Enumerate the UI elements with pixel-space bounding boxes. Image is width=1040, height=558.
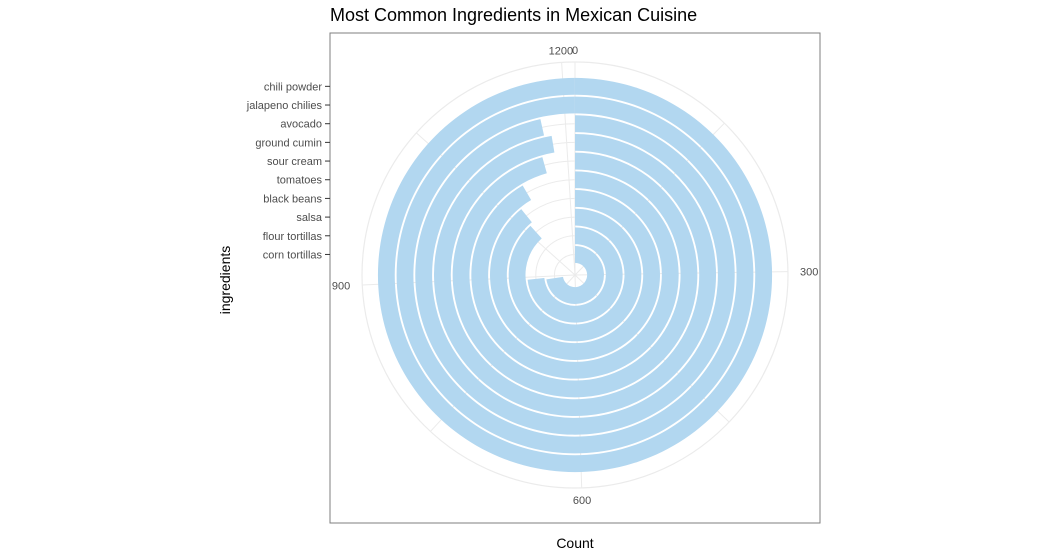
count-tick-label: 0 [572,45,578,57]
count-tick-label: 900 [332,281,350,293]
category-label: black beans [263,193,322,205]
chart-title: Most Common Ingredients in Mexican Cuisi… [330,5,697,25]
category-label: sour cream [267,156,322,168]
category-label: ground cumin [255,137,322,149]
y-axis-title: ingredients [217,246,233,315]
count-tick-label: 300 [800,266,818,278]
category-label: jalapeno chilies [246,100,323,112]
count-tick-label: 600 [573,495,591,507]
count-tick-labels: 0 300 600 900 1200 [332,45,818,507]
category-label: avocado [280,119,322,131]
category-label: chili powder [264,81,322,93]
bar-corn-tortillas [546,246,604,304]
category-label: corn tortillas [263,249,323,261]
category-label: salsa [296,212,323,224]
category-label: flour tortillas [263,231,323,243]
x-axis-title: Count [556,535,593,551]
bar-flour-tortillas [527,227,623,323]
category-axis: corn tortillas flour tortillas salsa black … [246,81,330,261]
bars-layer [377,77,773,473]
count-tick-label: 1200 [549,45,573,57]
category-label: tomatoes [277,175,323,187]
